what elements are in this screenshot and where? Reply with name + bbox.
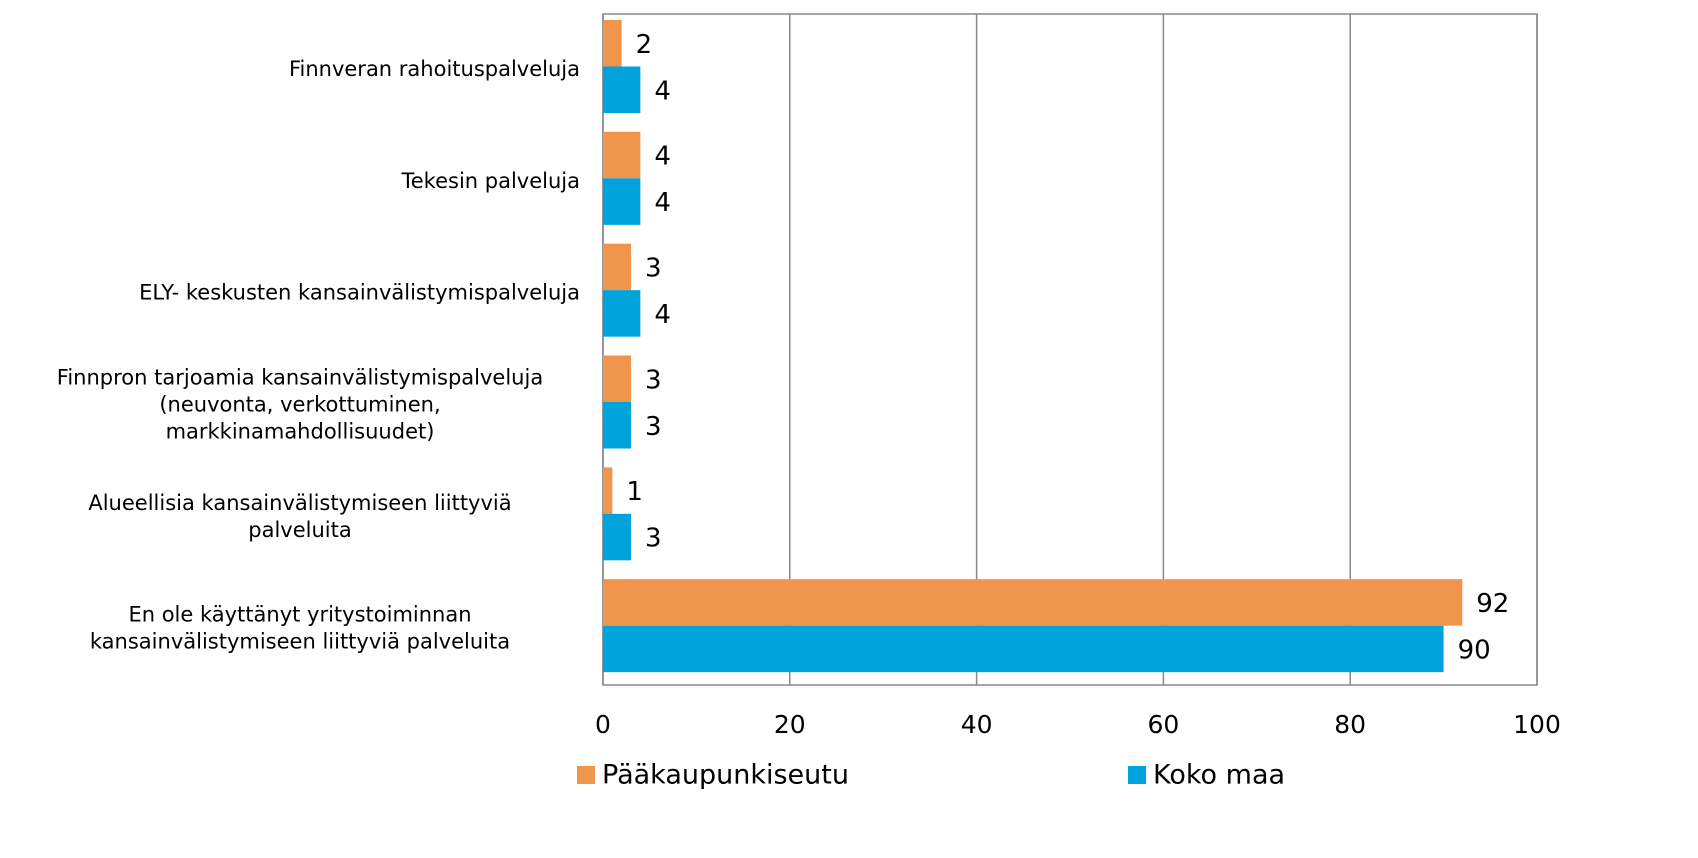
data-label: 3: [645, 412, 662, 442]
legend-label: Pääkaupunkiseutu: [602, 760, 849, 791]
bar: [603, 66, 641, 113]
y-tick-label: Finnpron tarjoamia kansainvälistymispalv…: [57, 365, 543, 443]
x-tick-label: 40: [961, 710, 993, 739]
y-tick-label: En ole käyttänyt yritystoiminnan kansainv…: [90, 603, 510, 654]
data-label: 4: [654, 300, 671, 330]
x-tick-label: 0: [595, 710, 611, 739]
data-label: 4: [654, 188, 671, 218]
bar: [603, 513, 632, 561]
x-tick-label: 20: [774, 710, 806, 739]
y-tick-label: ELY- keskusten kansainvälistymispalveluj…: [139, 281, 580, 305]
data-label: 3: [645, 365, 662, 395]
bar: [603, 579, 1463, 626]
data-label: 2: [636, 30, 653, 60]
data-label: 1: [626, 477, 643, 507]
legend-label: Koko maa: [1153, 760, 1285, 791]
legend-swatch: [1128, 766, 1146, 784]
data-label: 3: [645, 253, 662, 283]
y-tick-label: Finnveran rahoituspalveluja: [289, 57, 580, 81]
x-tick-label: 80: [1334, 710, 1366, 739]
y-tick-label: Alueellisia kansainvälistymiseen liittyv…: [88, 491, 511, 542]
data-label: 4: [654, 142, 671, 172]
bar: [603, 402, 632, 449]
bar: [603, 178, 641, 225]
bar: [603, 355, 632, 402]
bar: [603, 625, 1444, 673]
legend-swatch: [577, 766, 595, 784]
bar: [603, 467, 613, 514]
bar: [603, 131, 641, 179]
bar: [603, 290, 641, 337]
bar: [603, 243, 632, 291]
data-label: 92: [1476, 589, 1509, 619]
data-label: 4: [654, 76, 671, 106]
data-label: 90: [1458, 635, 1491, 665]
data-label: 3: [645, 524, 662, 554]
bar: [603, 20, 622, 67]
x-tick-label: 100: [1513, 710, 1561, 739]
x-tick-label: 60: [1147, 710, 1179, 739]
y-tick-label: Tekesin palveluja: [401, 169, 581, 193]
plot-border: [602, 13, 1538, 686]
